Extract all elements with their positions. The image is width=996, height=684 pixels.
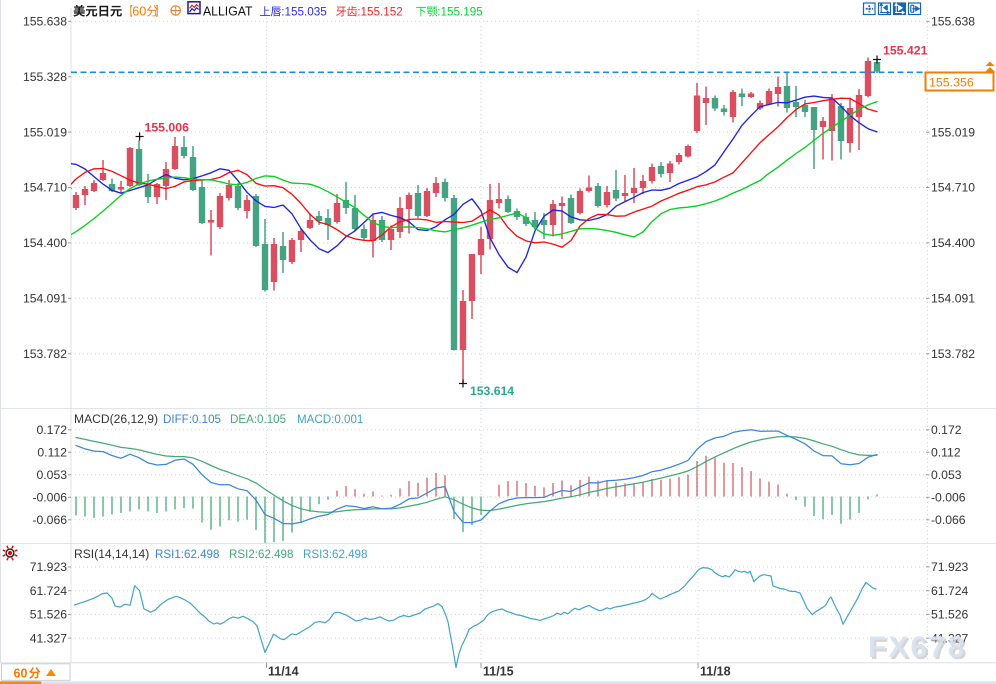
svg-text:41.327: 41.327 [30,631,67,645]
svg-text:51.526: 51.526 [30,608,67,622]
svg-text::155.195: :155.195 [437,5,483,19]
svg-text:-0.006: -0.006 [32,491,67,505]
svg-text:154.091: 154.091 [23,292,67,306]
svg-text:154.710: 154.710 [23,181,67,195]
svg-text:0.053: 0.053 [931,468,962,482]
svg-text:DIFF:0.105: DIFF:0.105 [163,413,221,426]
svg-text:RSI2:62.498: RSI2:62.498 [229,548,293,561]
svg-text:155.006: 155.006 [145,121,190,135]
svg-text:11/18: 11/18 [700,665,731,679]
svg-text:DEA:0.105: DEA:0.105 [230,413,286,426]
svg-text:11/15: 11/15 [483,665,514,679]
svg-text:71.923: 71.923 [30,560,67,574]
svg-text:MACD(26,12,9): MACD(26,12,9) [74,412,158,426]
svg-text:61.724: 61.724 [931,584,968,598]
svg-text:154.400: 154.400 [23,236,67,250]
svg-text:155.638: 155.638 [23,15,67,29]
svg-text::155.035: :155.035 [281,5,327,19]
svg-text:0.053: 0.053 [37,468,68,482]
svg-text:153.782: 153.782 [931,347,975,361]
svg-text:155.019: 155.019 [23,125,67,139]
svg-text:60: 60 [132,5,146,19]
svg-text:154.710: 154.710 [931,181,975,195]
svg-text:0.172: 0.172 [37,423,68,437]
svg-text:RSI(14,14,14): RSI(14,14,14) [74,547,149,561]
svg-text:155.328: 155.328 [23,70,67,84]
svg-text:155.638: 155.638 [931,15,975,29]
svg-text:RSI3:62.498: RSI3:62.498 [303,548,367,561]
svg-text:155.019: 155.019 [931,125,975,139]
svg-text:154.091: 154.091 [931,292,975,306]
svg-text:154.400: 154.400 [931,236,975,250]
svg-text:153.782: 153.782 [23,347,67,361]
svg-text:71.923: 71.923 [931,560,968,574]
svg-text:FX678: FX678 [868,631,966,664]
svg-text:60: 60 [14,667,28,681]
svg-text:11/14: 11/14 [268,665,299,679]
svg-text:41.327: 41.327 [931,631,968,645]
svg-text:-0.066: -0.066 [931,513,966,527]
svg-text:0.112: 0.112 [931,446,961,460]
svg-text:155.356: 155.356 [929,76,974,90]
svg-text:153.614: 153.614 [470,384,514,398]
svg-text:RSI1:62.498: RSI1:62.498 [155,548,219,561]
svg-text:MACD:0.001: MACD:0.001 [297,413,363,426]
svg-text:FX678: FX678 [870,633,968,666]
svg-text:ALLIGAT: ALLIGAT [203,4,253,19]
svg-text:155.421: 155.421 [883,44,928,58]
svg-text:-0.006: -0.006 [931,491,966,505]
svg-text::155.152: :155.152 [357,5,403,19]
svg-text:0.172: 0.172 [931,423,962,437]
svg-text:0.112: 0.112 [37,446,67,460]
svg-text:51.526: 51.526 [931,608,968,622]
svg-text:61.724: 61.724 [30,584,67,598]
svg-text:-0.066: -0.066 [32,513,67,527]
